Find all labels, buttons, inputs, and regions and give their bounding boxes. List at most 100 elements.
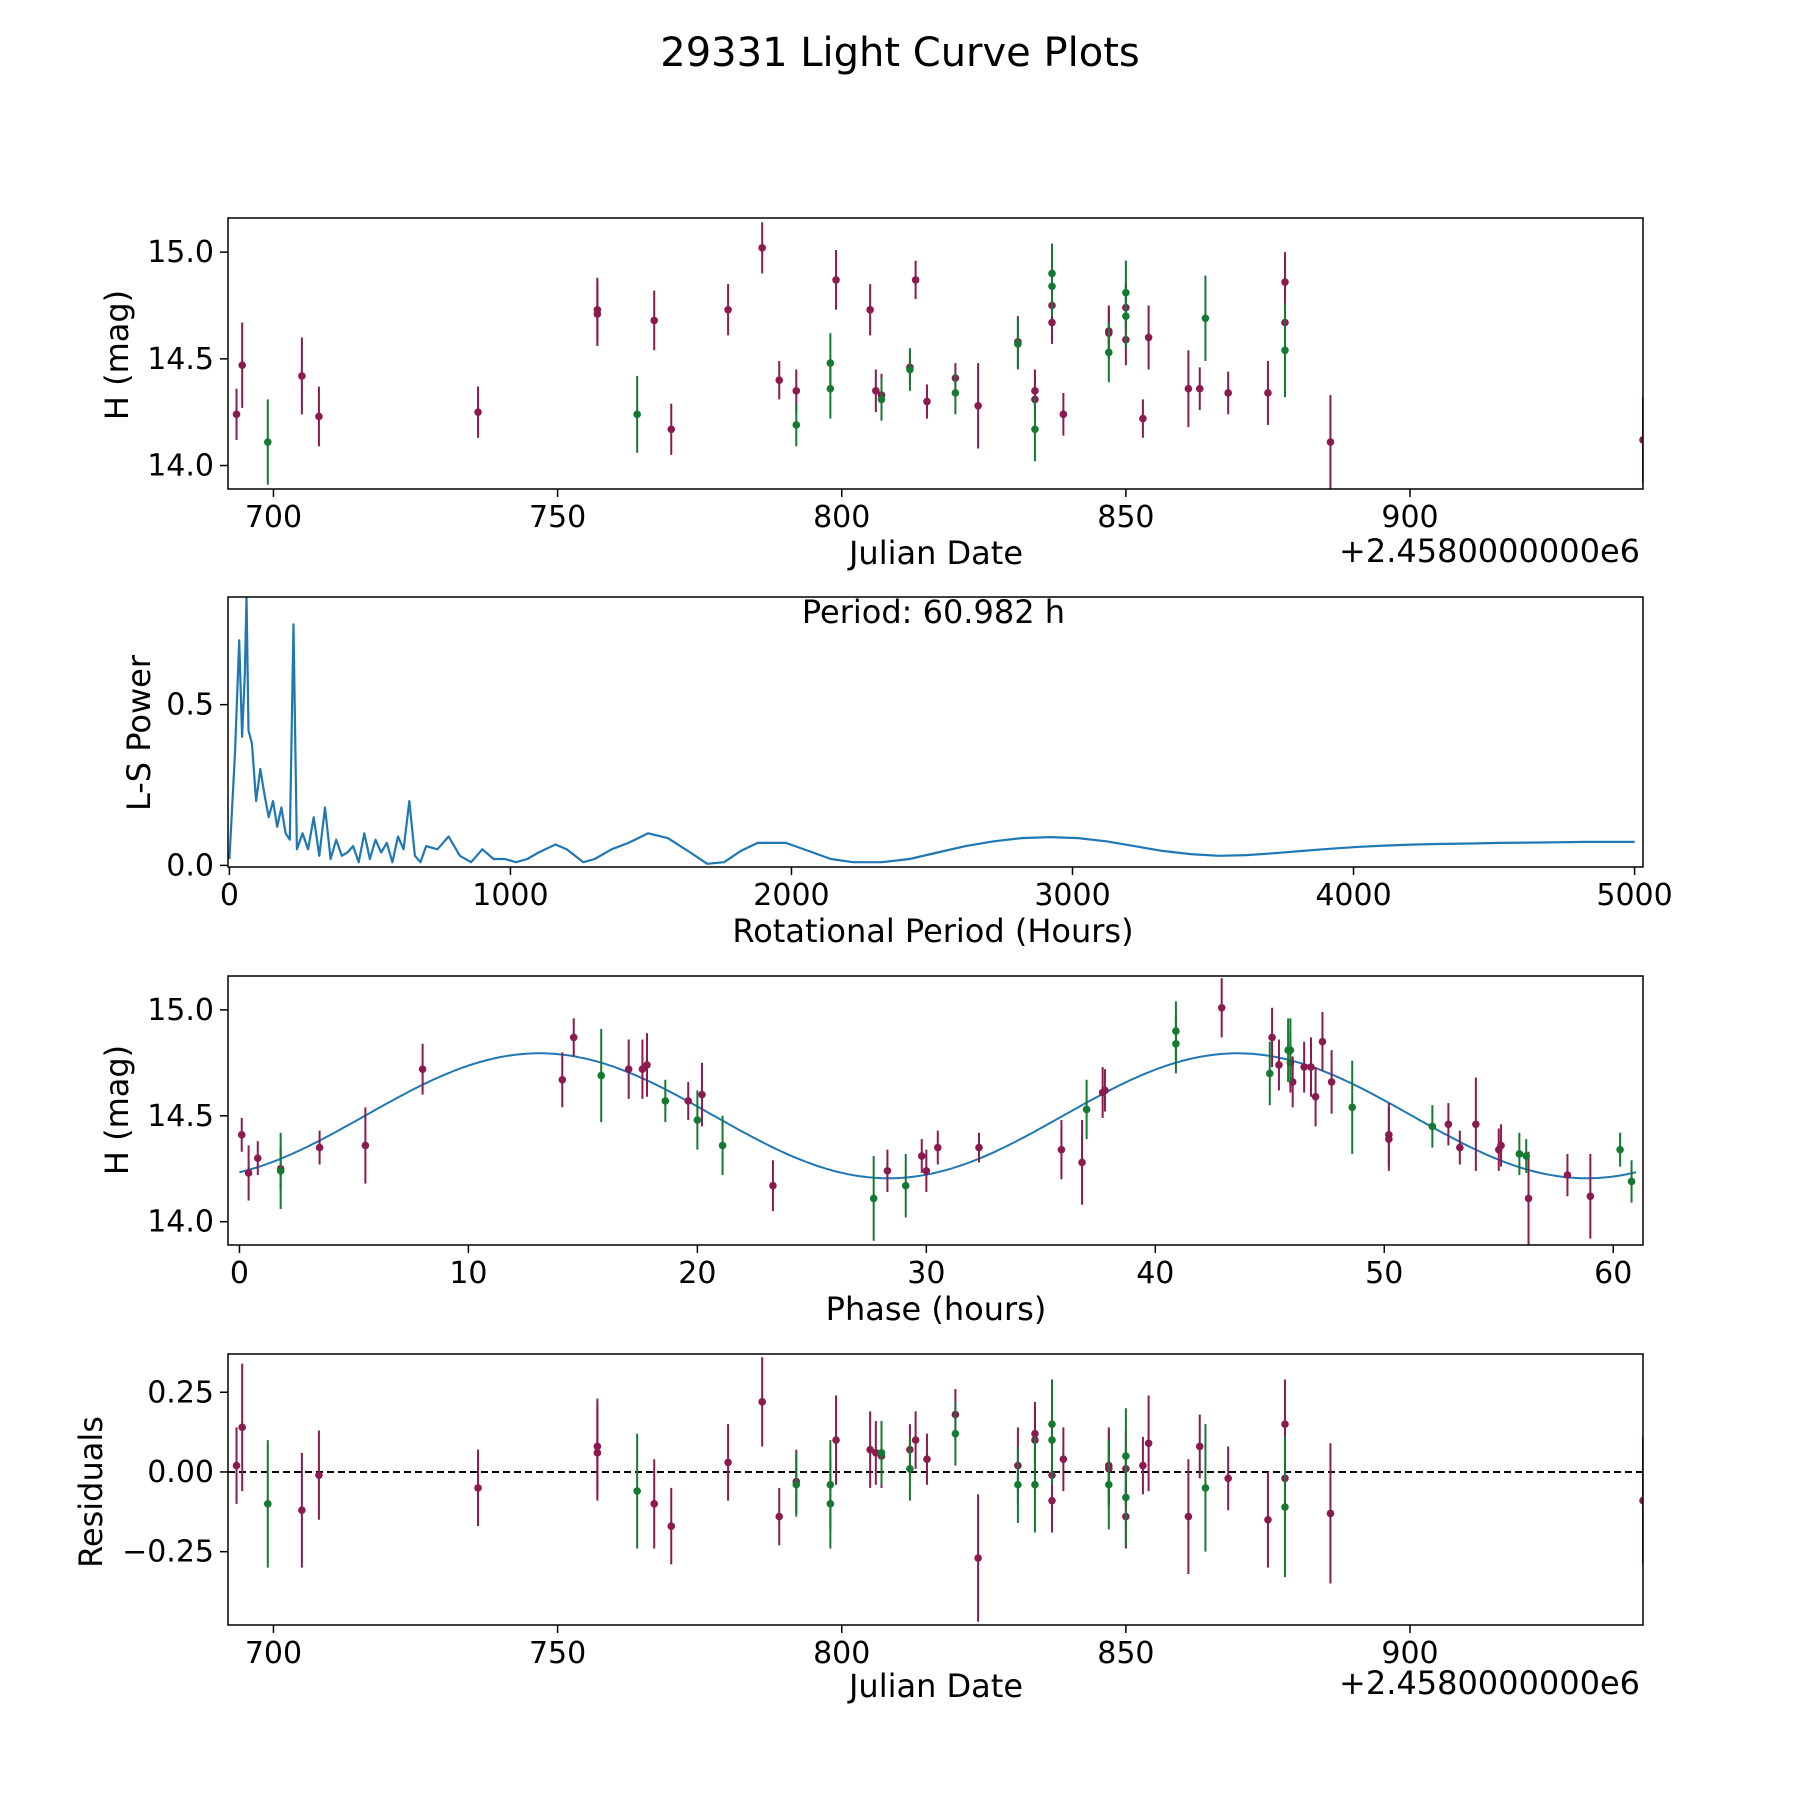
lc-ylabel: H (mag) xyxy=(98,290,136,420)
phase-axes-frame xyxy=(227,975,1644,1246)
data-point xyxy=(593,1449,602,1457)
data-point xyxy=(792,1480,801,1489)
periodogram-panel: L-S Power Rotational Period (Hours) Peri… xyxy=(120,593,1673,950)
data-point xyxy=(1144,1439,1153,1448)
data-point xyxy=(1586,1192,1595,1201)
data-point xyxy=(232,410,241,419)
data-point xyxy=(718,1141,727,1150)
figure-title: 29331 Light Curve Plots xyxy=(660,30,1139,76)
y-tick-label: 14.0 xyxy=(147,1205,214,1240)
data-point xyxy=(1184,1512,1193,1521)
data-point xyxy=(1428,1122,1437,1131)
x-tick-label: 5000 xyxy=(1596,878,1672,913)
data-point xyxy=(1385,1135,1393,1143)
data-point xyxy=(826,384,835,393)
data-point xyxy=(1224,1474,1232,1483)
x-tick-label: 30 xyxy=(907,1256,945,1291)
data-point xyxy=(558,1075,567,1084)
ls-period-annotation: Period: 60.982 h xyxy=(802,593,1065,631)
data-point xyxy=(911,276,920,284)
data-point xyxy=(1326,438,1335,446)
data-point xyxy=(238,1423,247,1432)
data-point xyxy=(244,1169,253,1177)
data-point xyxy=(911,1436,920,1444)
x-tick-label: 3000 xyxy=(1034,878,1110,913)
data-point xyxy=(917,1152,926,1160)
data-point xyxy=(866,1445,874,1454)
data-point xyxy=(1284,1046,1292,1054)
data-point xyxy=(1327,1078,1336,1086)
data-point xyxy=(650,1500,659,1508)
x-tick-label: 50 xyxy=(1365,1256,1403,1291)
data-point xyxy=(597,1071,606,1080)
data-point xyxy=(1522,1152,1531,1160)
phase-ylabel: H (mag) xyxy=(98,1045,136,1175)
data-point xyxy=(877,395,886,404)
x-tick-label: 20 xyxy=(678,1256,716,1291)
x-tick-label: 850 xyxy=(1097,500,1154,535)
data-point xyxy=(1275,1061,1283,1069)
y-tick-label: 0.00 xyxy=(147,1455,214,1490)
data-point xyxy=(1014,1480,1022,1489)
data-point xyxy=(633,1487,641,1495)
data-point xyxy=(724,1458,732,1467)
data-point xyxy=(769,1181,777,1190)
data-point xyxy=(1217,1003,1226,1012)
x-tick-label: 800 xyxy=(813,500,870,535)
data-point xyxy=(1281,1503,1289,1511)
ls-plot-area xyxy=(228,597,1635,865)
x-tick-label: 900 xyxy=(1381,500,1438,535)
data-point xyxy=(872,1449,880,1457)
data-point xyxy=(624,1065,633,1073)
data-point xyxy=(418,1065,427,1073)
data-point xyxy=(1082,1105,1091,1114)
x-tick-label: 4000 xyxy=(1315,878,1391,913)
y-tick-label: 14.5 xyxy=(147,1099,214,1134)
x-tick-label: 750 xyxy=(529,1636,586,1671)
data-point xyxy=(276,1167,285,1175)
data-point xyxy=(238,361,247,370)
data-point xyxy=(569,1033,578,1042)
data-point xyxy=(1048,1436,1056,1444)
data-point xyxy=(263,1500,272,1508)
data-point xyxy=(1048,1496,1056,1505)
data-point xyxy=(901,1181,910,1190)
data-point xyxy=(1031,1480,1039,1489)
data-point xyxy=(1639,1496,1643,1505)
data-point xyxy=(1281,1420,1289,1428)
lc-axes-frame xyxy=(227,217,1644,490)
data-point xyxy=(1348,1103,1357,1112)
data-point xyxy=(1048,282,1056,291)
data-point xyxy=(758,244,766,252)
lc-plot-area xyxy=(232,222,1643,489)
data-point xyxy=(1444,1120,1453,1129)
x-tick-label: 10 xyxy=(449,1256,487,1291)
data-point xyxy=(1515,1150,1524,1158)
data-point xyxy=(593,310,602,318)
data-point xyxy=(826,1500,835,1508)
data-point xyxy=(883,1167,892,1175)
data-point xyxy=(975,1143,983,1152)
data-point xyxy=(1524,1194,1533,1203)
data-point xyxy=(1201,1484,1210,1492)
lc-offset-label: +2.4580000000e6 xyxy=(1339,532,1640,570)
data-point xyxy=(1059,410,1068,419)
data-point xyxy=(775,376,784,384)
data-point xyxy=(1300,1063,1308,1071)
resid-axes-frame xyxy=(227,1353,1644,1626)
x-tick-label: 1000 xyxy=(472,878,548,913)
data-point xyxy=(866,305,874,314)
data-point xyxy=(1195,1442,1204,1451)
data-point xyxy=(667,1522,676,1530)
data-point xyxy=(1105,1480,1113,1489)
x-tick-label: 0 xyxy=(230,1256,249,1291)
y-tick-label: 14.5 xyxy=(147,342,214,377)
data-point xyxy=(906,365,914,374)
data-point xyxy=(1059,1455,1068,1464)
y-tick-label: 0.0 xyxy=(166,848,214,883)
data-point xyxy=(1101,1086,1109,1095)
light-curve-panel: H (mag) Julian Date +2.4580000000e6 700 7… xyxy=(98,217,1644,572)
data-point xyxy=(933,1143,942,1152)
ls-xlabel: Rotational Period (Hours) xyxy=(732,912,1133,950)
